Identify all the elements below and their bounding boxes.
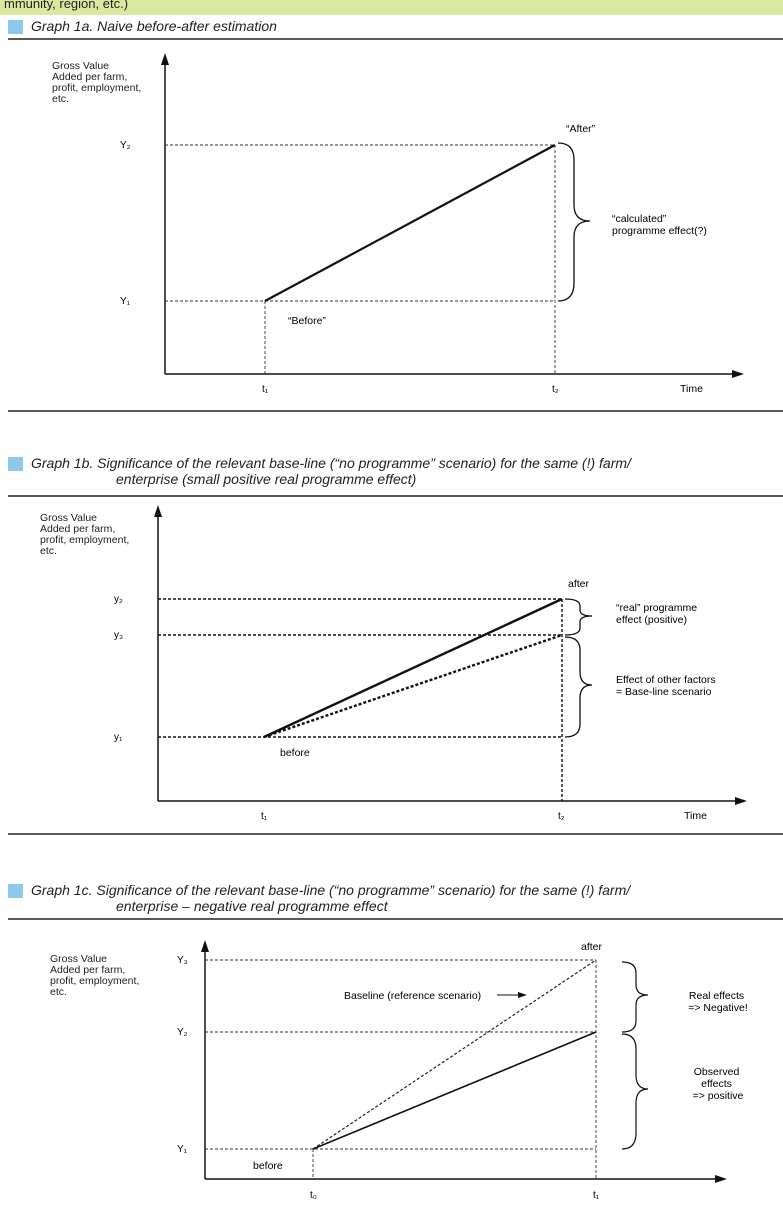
tick-t1: t₁ (261, 811, 268, 822)
header-fragment: mmunity, region, etc.) (4, 0, 129, 11)
brace-label: “calculated” programme effect(?) (612, 213, 707, 237)
after-label: after (568, 578, 590, 590)
tick-y1: Y₁ (120, 296, 131, 307)
before-label: “Before” (288, 315, 326, 327)
graph-1b-title-line2: enterprise (small positive real programm… (116, 471, 417, 487)
brace-upper-label: Real effects => Negative! (688, 990, 748, 1014)
baseline-pointer-arrow-icon (518, 992, 527, 998)
tick-y3: Y₃ (177, 955, 188, 966)
title-marker-icon (8, 20, 23, 34)
real-effects-brace (621, 961, 649, 1033)
tick-t0: t₀ (310, 1190, 317, 1201)
title-marker-icon (8, 884, 23, 898)
before-label: before (253, 1160, 283, 1172)
graph-1b-title-line1: Graph 1b. Significance of the relevant b… (31, 455, 631, 471)
y-axis-arrow-icon (154, 505, 162, 517)
graph-1c-title-line1: Graph 1c. Significance of the relevant b… (31, 882, 631, 898)
baseline-line (312, 959, 597, 1150)
tick-y2: Y₂ (120, 140, 131, 151)
brace-lower-label: Effect of other factors = Base-line scen… (616, 674, 719, 698)
before-label: before (280, 747, 310, 759)
tick-y3: y₃ (114, 630, 123, 641)
y-axis-label: Gross Value Added per farm, profit, empl… (40, 512, 132, 557)
observed-effects-brace (621, 1033, 649, 1150)
graph-1a: Gross Value Added per farm, profit, empl… (8, 38, 783, 412)
tick-y1: Y₁ (177, 1144, 188, 1155)
title-marker-icon (8, 457, 23, 471)
observed-line (312, 1031, 597, 1150)
header-band: mmunity, region, etc.) (0, 0, 783, 15)
x-axis-label: Time (680, 383, 703, 395)
y-axis-label: Gross Value Added per farm, profit, empl… (52, 60, 144, 105)
tick-t2: t₂ (558, 811, 565, 822)
x-axis-label: Time (684, 810, 707, 822)
observed-line (263, 597, 563, 739)
tick-y2: y₂ (114, 594, 123, 605)
graph-1a-title-text: Graph 1a. Naive before-after estimation (31, 18, 277, 34)
baseline-label: Baseline (reference scenario) (344, 990, 481, 1002)
tick-t1: t₁ (262, 384, 269, 395)
other-factors-brace (564, 636, 593, 738)
tick-y1: y₁ (114, 732, 123, 743)
graph-1c-title-line2: enterprise – negative real programme eff… (116, 898, 388, 914)
before-after-line (264, 144, 556, 302)
y-axis-arrow-icon (201, 940, 209, 952)
after-label: after (581, 941, 603, 953)
tick-y2: Y₂ (177, 1027, 188, 1038)
real-effect-brace (564, 598, 593, 636)
brace-lower-label: Observed effects => positive (693, 1066, 744, 1102)
x-axis-arrow-icon (735, 797, 747, 805)
y-axis-arrow-icon (161, 53, 169, 65)
y-axis-label: Gross Value Added per farm, profit, empl… (50, 953, 142, 998)
brace-upper-label: “real” programme effect (positive) (616, 602, 700, 626)
tick-t1: t₁ (593, 1190, 600, 1201)
x-axis-arrow-icon (715, 1175, 727, 1183)
after-label: “After” (566, 123, 596, 135)
x-axis-arrow-icon (732, 370, 744, 378)
effect-brace (557, 142, 591, 302)
graph-1b: Gross Value Added per farm, profit, empl… (8, 495, 783, 835)
tick-t2: t₂ (552, 384, 559, 395)
graph-1c: Gross Value Added per farm, profit, empl… (8, 918, 783, 1201)
baseline-line (263, 633, 563, 739)
